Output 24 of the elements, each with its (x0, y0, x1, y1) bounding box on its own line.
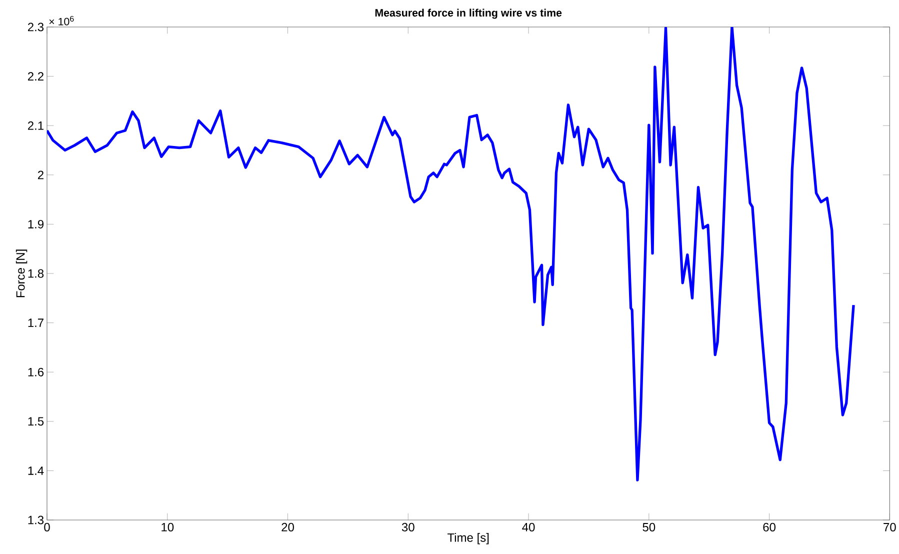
x-tick-label: 50 (642, 522, 656, 532)
x-tick-label: 30 (402, 522, 414, 532)
y-tick-label: 1.7 (28, 318, 44, 327)
y-tick-label: 2.3 (28, 22, 44, 32)
y-tick-label: 2 (38, 170, 44, 180)
chart-title: Measured force in lifting wire vs time (375, 8, 562, 19)
line-series (47, 26, 855, 482)
y-tick-label: 1.5 (28, 417, 44, 426)
x-tick-label: 0 (44, 522, 50, 532)
x-tick-label: 70 (884, 522, 896, 532)
y-tick-label: 1.9 (28, 220, 44, 228)
x-axis-title: Time [s] (447, 533, 489, 544)
x-tick-label: 40 (522, 522, 535, 532)
y-tick-label: 2.2 (28, 72, 44, 80)
x-tick-label: 60 (763, 522, 776, 532)
y-tick-label: 1.6 (28, 368, 44, 376)
text: × 10$^{6}$ (49, 16, 74, 26)
y-tick-label: 1.4 (28, 466, 44, 475)
y-tick-label: 1.8 (28, 269, 44, 278)
y-tick-label: 2.1 (28, 121, 44, 130)
x-tick-label: 10 (162, 522, 174, 532)
y-axis-title: Force [N] (16, 250, 28, 298)
y-tick-label: 1.3 (28, 516, 44, 524)
x-tick-label: 20 (282, 522, 294, 532)
